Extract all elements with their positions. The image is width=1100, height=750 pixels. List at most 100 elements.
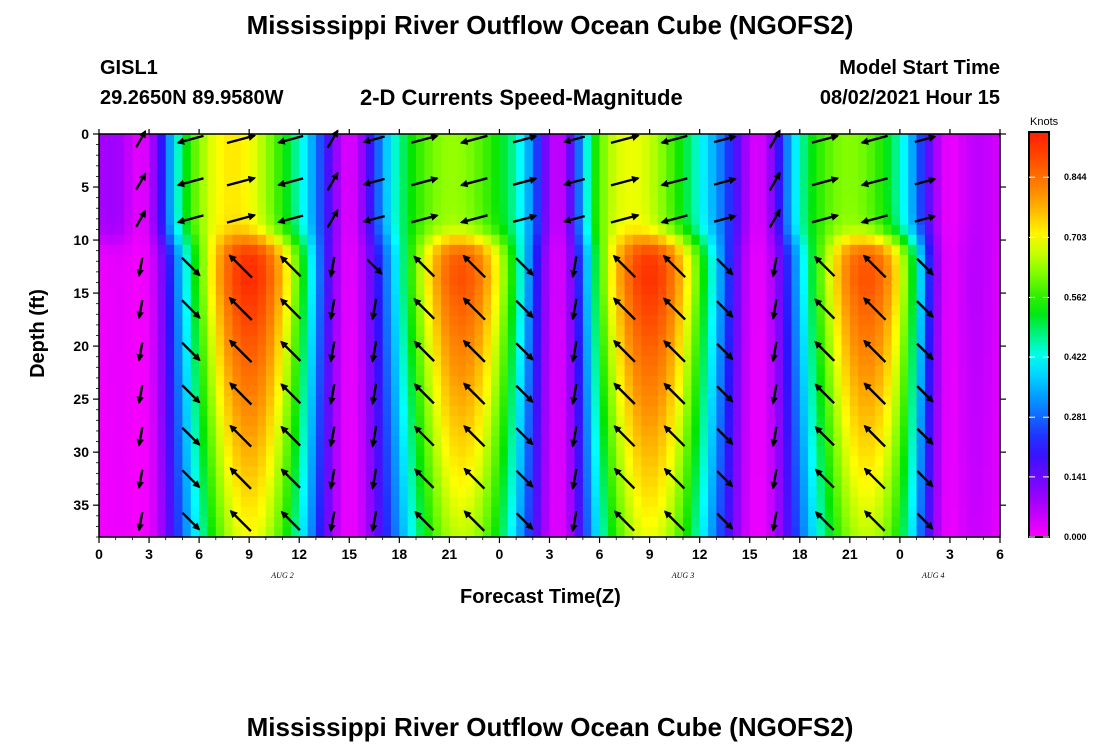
heatmap-cell (841, 174, 851, 185)
heatmap-cell (257, 285, 267, 296)
heatmap-cell (566, 345, 576, 357)
heatmap-cell (783, 264, 793, 276)
heatmap-cell (432, 325, 442, 337)
heatmap-cell (774, 194, 784, 206)
heatmap-cell (274, 496, 284, 508)
heatmap-cell (632, 335, 642, 347)
heatmap-cell (866, 395, 876, 407)
heatmap-cell (566, 456, 576, 468)
heatmap-cell (357, 194, 367, 206)
heatmap-cell (424, 254, 434, 266)
heatmap-cell (924, 406, 934, 417)
heatmap-cell (532, 506, 542, 518)
heatmap-cell (607, 506, 617, 518)
heatmap-cell (791, 375, 801, 387)
heatmap-cell (349, 506, 359, 518)
heatmap-cell (424, 486, 434, 498)
heatmap-cell (708, 385, 717, 397)
heatmap-cell (182, 345, 192, 357)
heatmap-cell (974, 184, 984, 196)
heatmap-cell (407, 134, 417, 145)
heatmap-cell (249, 456, 259, 468)
heatmap-cell (874, 426, 884, 437)
heatmap-cell (349, 244, 359, 256)
heatmap-cell (591, 144, 601, 155)
heatmap-cell (716, 496, 726, 508)
heatmap-cell (491, 244, 501, 256)
heatmap-cell (174, 506, 184, 518)
heatmap-cell (124, 446, 133, 457)
heatmap-cell (524, 506, 534, 518)
heatmap-cell (215, 254, 225, 266)
heatmap-cell (524, 496, 534, 508)
heatmap-cell (933, 456, 943, 468)
heatmap-cell (616, 436, 626, 447)
heatmap-cell (507, 144, 517, 155)
heatmap-cell (199, 516, 209, 528)
heatmap-cell (107, 264, 117, 276)
heatmap-cell (340, 244, 350, 256)
heatmap-cell (582, 154, 592, 165)
colorbar-tick-label: 0.000 (1064, 532, 1087, 542)
heatmap-cell (783, 526, 793, 538)
heatmap-cell (858, 406, 868, 417)
heatmap-cell (833, 325, 843, 337)
heatmap-cell (199, 264, 209, 276)
heatmap-cell (866, 224, 876, 236)
heatmap-cell (265, 456, 275, 468)
heatmap-cell (974, 516, 984, 528)
heatmap-cell (107, 395, 117, 407)
heatmap-cell (457, 526, 467, 538)
heatmap-cell (549, 285, 559, 296)
heatmap-cell (657, 516, 667, 528)
heatmap-cell (607, 335, 617, 347)
heatmap-cell (958, 496, 968, 508)
heatmap-cell (232, 365, 242, 377)
heatmap-cell (507, 496, 517, 508)
current-vector (863, 382, 887, 406)
heatmap-cell (632, 264, 642, 276)
heatmap-cell (983, 254, 993, 266)
current-vector (770, 511, 778, 533)
heatmap-cell (491, 395, 501, 407)
heatmap-cell (407, 315, 417, 327)
heatmap-cell (766, 214, 776, 226)
heatmap-cell (215, 134, 225, 145)
heatmap-cell (390, 184, 400, 196)
heatmap-cell (274, 506, 284, 518)
heatmap-cell (741, 214, 751, 226)
heatmap-cell (207, 486, 217, 498)
heatmap-cell (816, 164, 826, 175)
heatmap-cell (399, 194, 409, 206)
heatmap-cell (257, 154, 267, 165)
heatmap-cell (165, 325, 175, 337)
heatmap-cell (140, 476, 150, 488)
heatmap-cell (466, 264, 476, 276)
heatmap-cell (466, 526, 476, 538)
heatmap-cell (115, 466, 125, 478)
heatmap-cell (149, 315, 158, 327)
heatmap-cell (783, 345, 793, 357)
heatmap-cell (132, 416, 142, 427)
heatmap-cell (441, 174, 450, 185)
heatmap-cell (733, 264, 742, 276)
heatmap-cell (933, 426, 943, 437)
heatmap-cell (641, 486, 651, 498)
current-vector (228, 339, 253, 364)
heatmap-cell (974, 214, 984, 226)
heatmap-cell (874, 295, 884, 306)
heatmap-cell (991, 325, 1001, 337)
heatmap-cell (908, 214, 918, 226)
heatmap-cell (974, 385, 984, 397)
current-vector (280, 510, 301, 531)
heatmap-cell (466, 174, 476, 185)
heatmap-cell (591, 516, 601, 528)
heatmap-cell (324, 164, 334, 175)
heatmap-cell (916, 305, 926, 316)
heatmap-cell (99, 224, 108, 236)
heatmap-cell (399, 365, 409, 377)
heatmap-cell (816, 516, 826, 528)
heatmap-cell (457, 476, 467, 488)
heatmap-cell (124, 325, 133, 337)
heatmap-cell (390, 436, 400, 447)
